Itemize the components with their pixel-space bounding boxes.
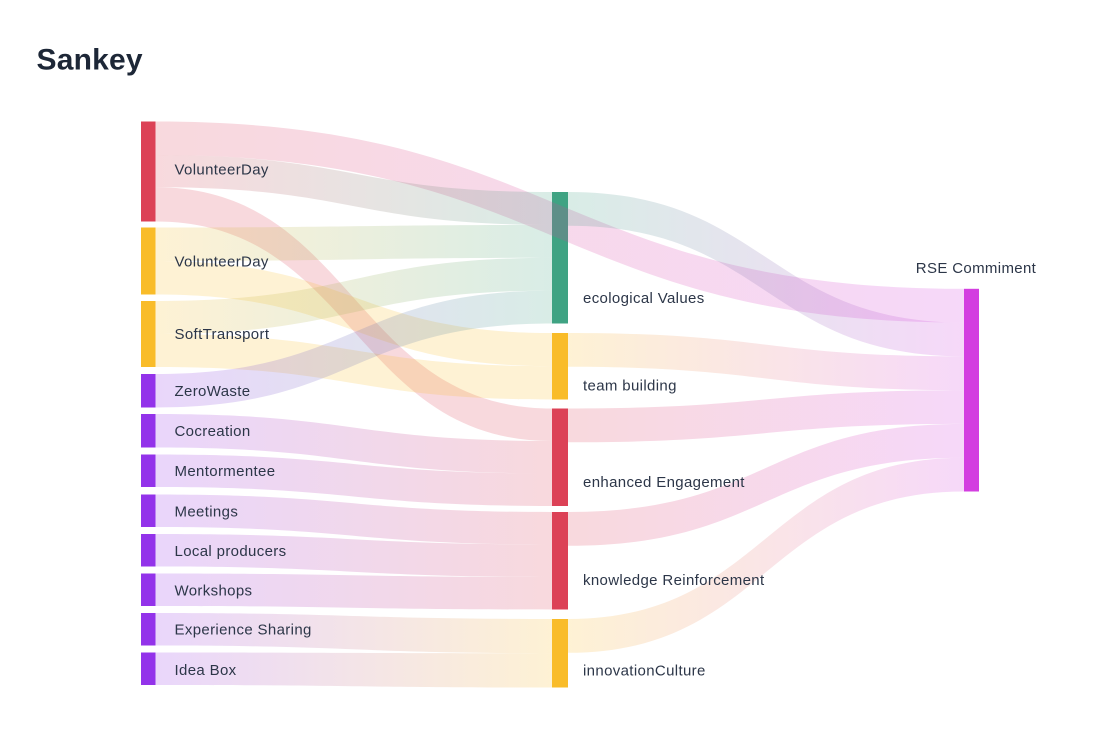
- svg-text:VolunteerDay: VolunteerDay: [175, 254, 269, 271]
- svg-text:Local producers: Local producers: [175, 543, 287, 560]
- svg-text:Meetings: Meetings: [175, 503, 239, 520]
- svg-text:VolunteerDay: VolunteerDay: [175, 162, 269, 179]
- svg-text:ecological Values: ecological Values: [583, 290, 705, 307]
- svg-text:knowledge Reinforcement: knowledge Reinforcement: [583, 572, 765, 589]
- svg-text:Experience Sharing: Experience Sharing: [175, 622, 312, 639]
- svg-text:Mentormentee: Mentormentee: [175, 463, 276, 480]
- svg-text:Sankey: Sankey: [37, 44, 143, 77]
- svg-text:ZeroWaste: ZeroWaste: [175, 383, 251, 400]
- svg-text:RSE Commiment: RSE Commiment: [916, 260, 1037, 277]
- svg-text:Workshops: Workshops: [175, 583, 253, 600]
- svg-text:Cocreation: Cocreation: [175, 423, 251, 440]
- svg-text:team building: team building: [583, 378, 677, 395]
- svg-text:Idea Box: Idea Box: [175, 662, 237, 679]
- svg-text:innovationCulture: innovationCulture: [583, 662, 706, 679]
- svg-text:enhanced Engagement: enhanced Engagement: [583, 474, 745, 491]
- svg-text:SoftTransport: SoftTransport: [175, 326, 270, 343]
